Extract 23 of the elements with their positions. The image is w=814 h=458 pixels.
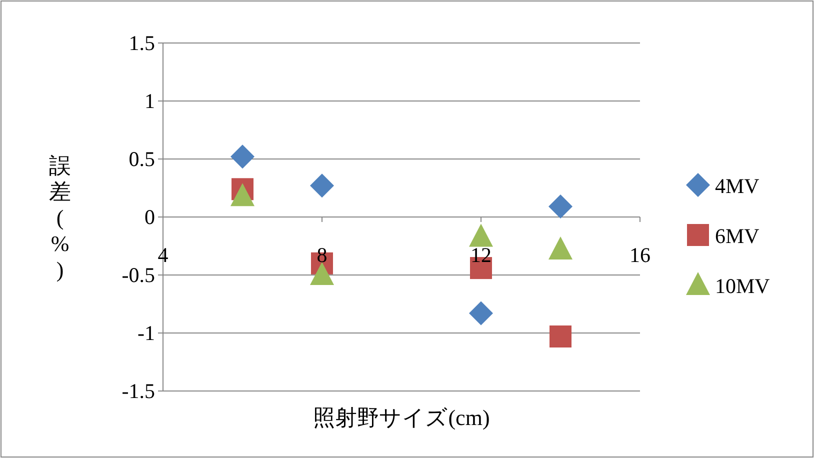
point [230,183,254,206]
point [469,224,493,247]
y-tick-label: -0.5 [122,263,155,287]
point [550,325,572,348]
y-tick-label: -1 [138,321,155,345]
y-tick-label: 0 [144,205,155,229]
x-tick-label: 4 [158,243,169,267]
legend-label: 4MV [715,174,760,198]
y-tick-label: -1.5 [122,379,155,403]
point [310,262,334,285]
y-axis-title: 誤差(%) [49,153,71,282]
y-tick-label: 1 [144,89,155,113]
point [310,174,334,198]
legend-label: 6MV [715,224,760,248]
y-tick-label: 1.5 [128,31,155,55]
point [230,144,254,169]
point [469,301,493,326]
point [548,236,572,260]
y-tick-label: 0.5 [128,147,155,171]
x-axis-title: 照射野サイズ(cm) [313,405,490,430]
legend-label: 10MV [715,274,770,298]
point [548,194,572,219]
x-tick-label: 16 [630,243,650,267]
